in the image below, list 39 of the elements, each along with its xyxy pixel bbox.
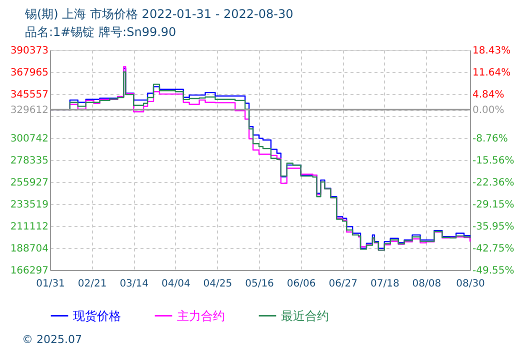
y2-tick-label: 11.64% xyxy=(472,67,511,78)
y-tick-label: 390373 xyxy=(10,46,48,56)
y2-tick-label: -35.95% xyxy=(472,221,514,232)
y2-tick-label: -29.15% xyxy=(472,199,514,210)
x-tick-label: 03/14 xyxy=(120,278,149,290)
y2-tick-label: -22.36% xyxy=(472,178,514,189)
y-tick-label: 345557 xyxy=(10,90,48,100)
y2-tick-label: 0.00% xyxy=(472,105,504,116)
legend-label: 最近合约 xyxy=(281,308,329,323)
y-tick-label: 278335 xyxy=(10,156,48,166)
x-tick-label: 06/27 xyxy=(328,278,358,290)
y2-tick-label: -8.76% xyxy=(472,133,508,144)
x-tick-label: 06/06 xyxy=(286,278,316,290)
x-tick-label: 01/31 xyxy=(36,278,65,290)
y-tick-label: 329612 xyxy=(10,105,48,116)
x-tick-label: 04/04 xyxy=(161,278,190,290)
y-tick-label: 300742 xyxy=(10,134,48,144)
x-tick-label: 02/21 xyxy=(78,278,107,290)
chart-title: 锡(期) 上海 市场价格 2022-01-31 - 2022-08-30 xyxy=(24,7,294,21)
legend-label: 现货价格 xyxy=(73,308,121,323)
legend-label: 主力合约 xyxy=(177,308,225,323)
chart-subtitle: 品名:1#锡锭 牌号:Sn99.90 xyxy=(25,25,176,39)
y-tick-label: 367965 xyxy=(10,68,48,78)
y2-tick-label: -42.75% xyxy=(472,243,514,254)
x-tick-label: 08/30 xyxy=(456,278,485,290)
x-tick-label: 07/18 xyxy=(370,278,400,290)
y-tick-label: 233519 xyxy=(10,200,48,210)
y-tick-label: 211112 xyxy=(10,222,48,232)
y2-tick-label: -15.56% xyxy=(472,156,514,166)
y2-tick-label: 4.84% xyxy=(472,89,504,100)
x-tick-label: 05/16 xyxy=(245,278,274,290)
text: © 2025.07 xyxy=(22,333,82,346)
y2-tick-label: -49.55% xyxy=(472,266,514,276)
x-tick-label: 08/08 xyxy=(412,278,442,290)
y2-tick-label: 18.43% xyxy=(472,46,511,56)
x-tick-label: 04/25 xyxy=(203,278,232,290)
y-tick-label: 188704 xyxy=(10,244,48,254)
y-tick-label: 255927 xyxy=(10,178,48,188)
y-tick-label: 166297 xyxy=(10,266,48,276)
